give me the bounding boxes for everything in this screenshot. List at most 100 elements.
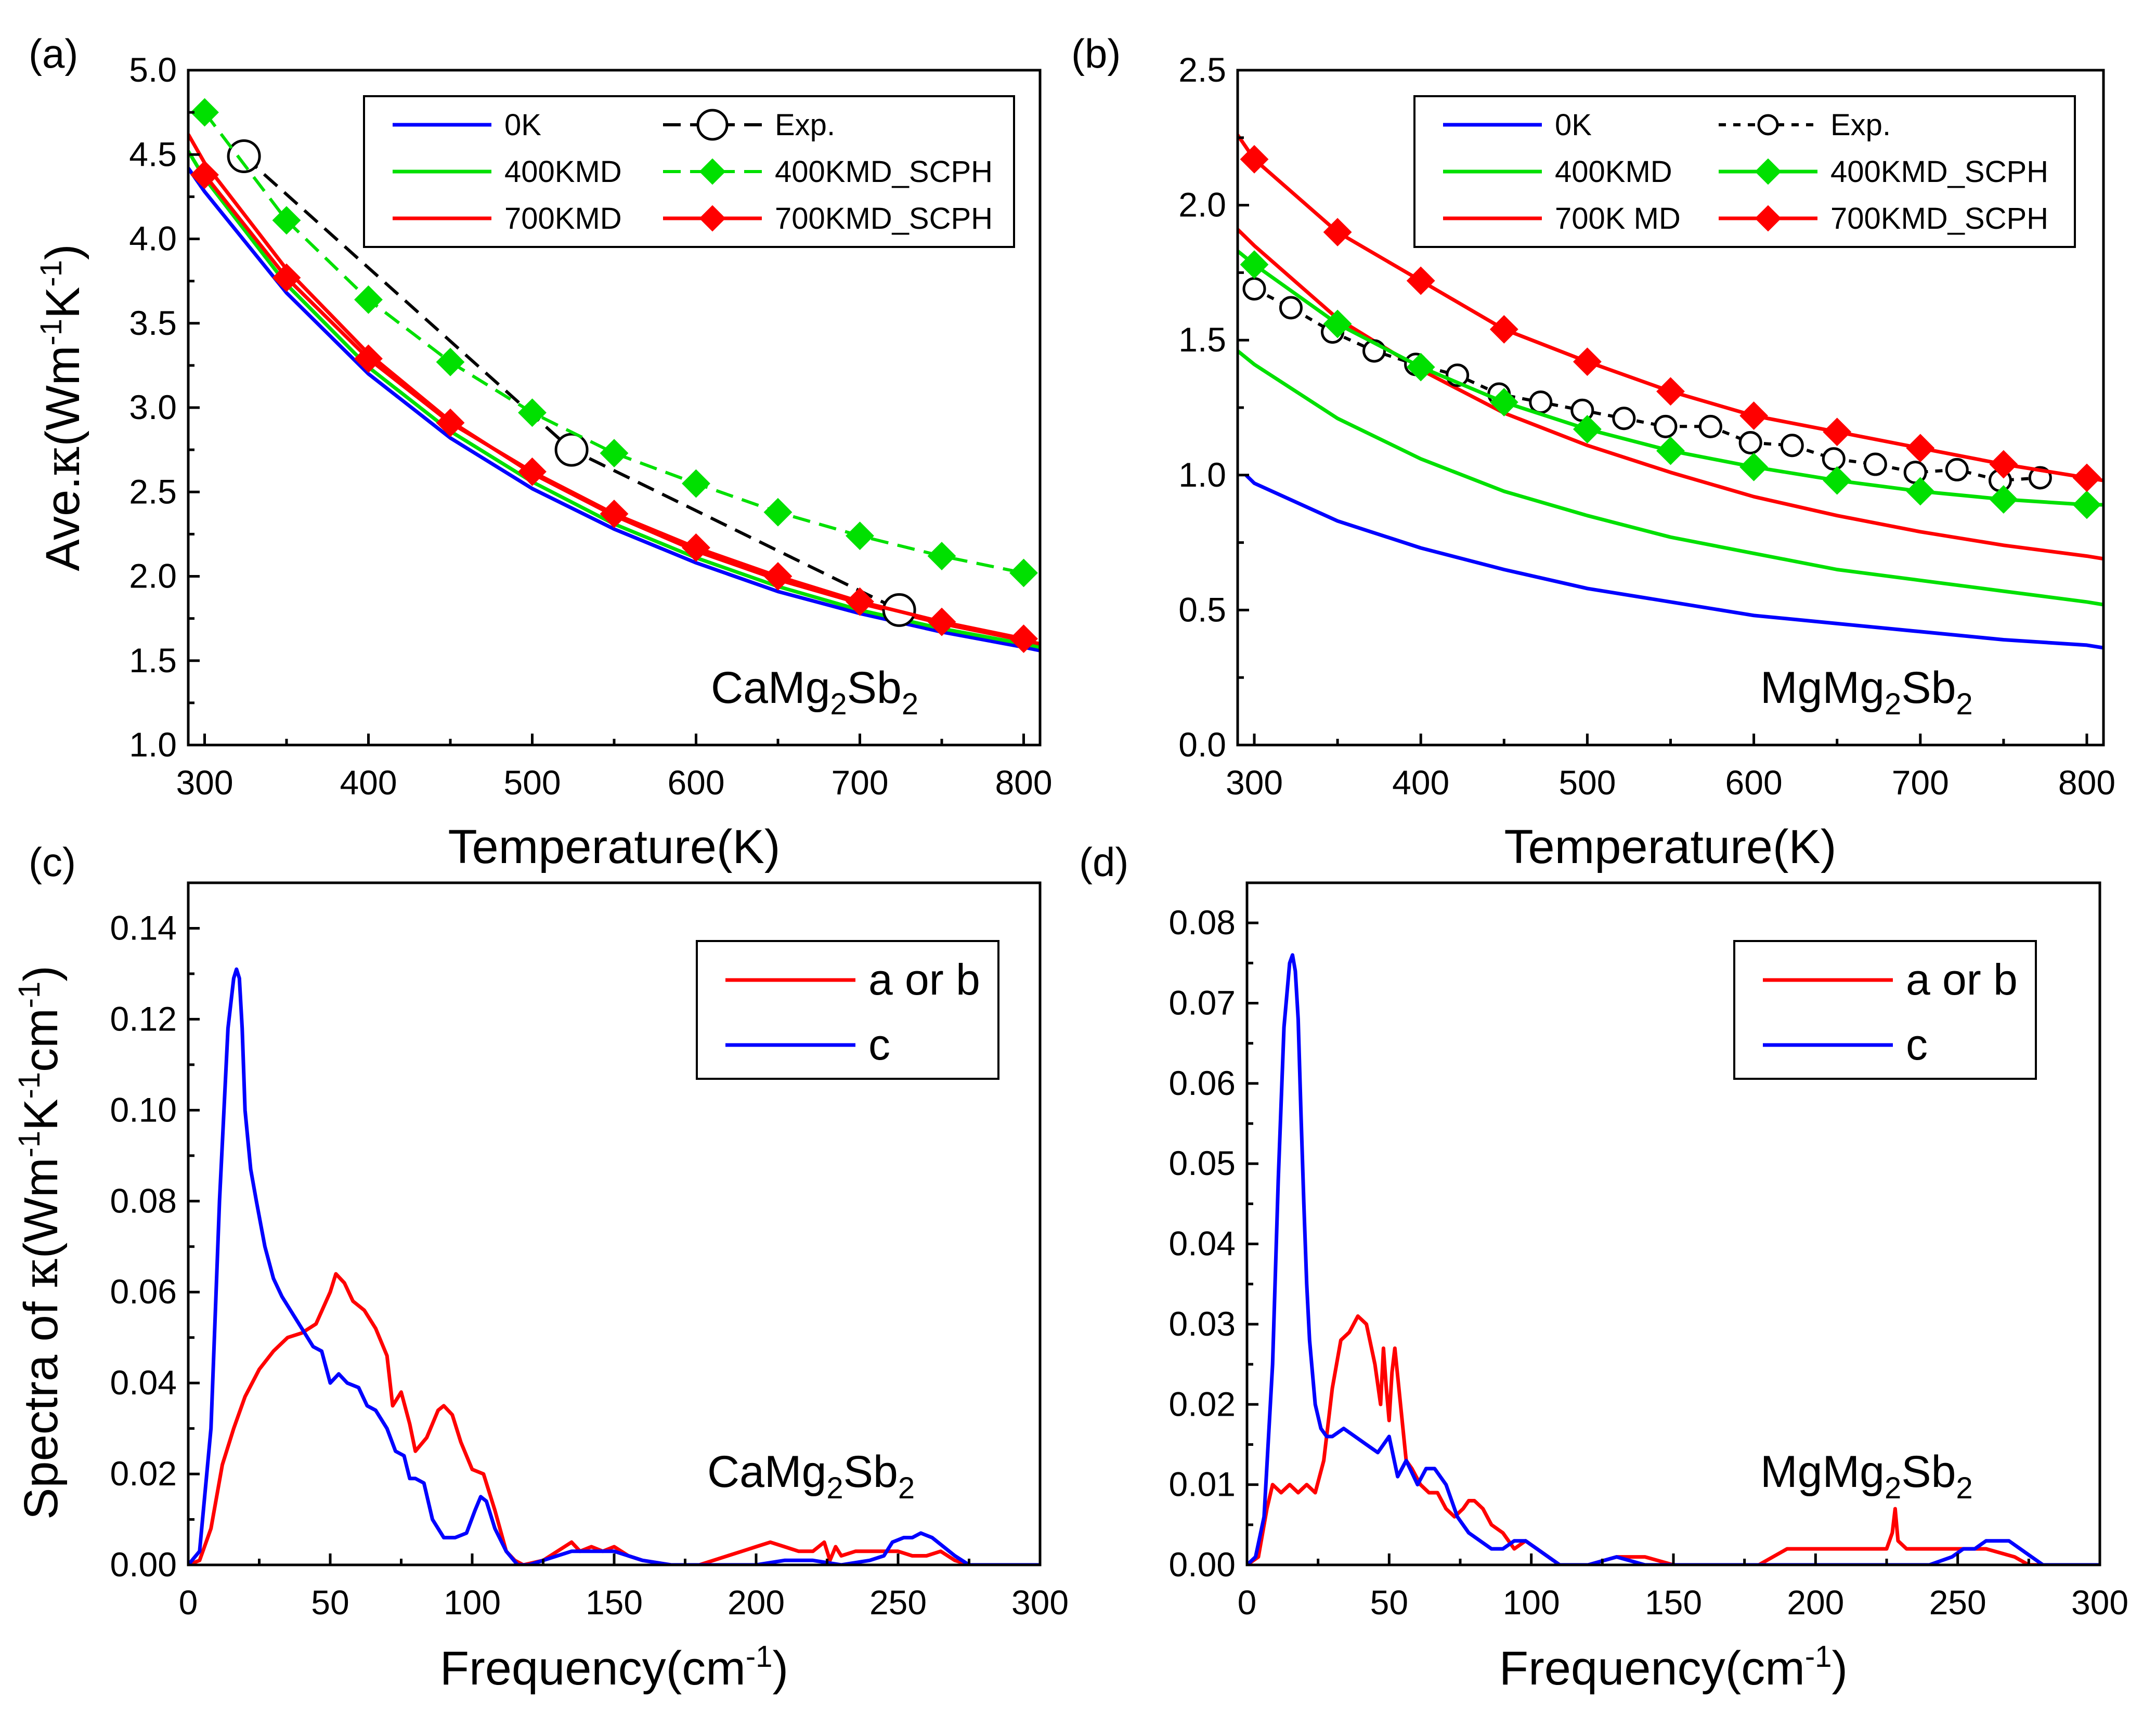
y-tick-label: 0.5	[1178, 590, 1226, 629]
data-point	[1863, 452, 1887, 476]
y-tick-label: 3.0	[129, 388, 177, 426]
data-point	[682, 469, 710, 498]
data-point	[1823, 417, 1852, 447]
legend-items: 0K Exp. 400KMD 400KMD_SCPH 700KMD 700KMD_SCPH	[393, 108, 993, 236]
x-tick-label: 200	[1787, 1583, 1844, 1622]
plot-area	[1247, 953, 2100, 1565]
data-point	[927, 542, 956, 570]
y-axis-title-units: (Wm	[36, 346, 89, 447]
series-line-c	[1247, 953, 2100, 1565]
compound-subscript: 2	[830, 687, 847, 721]
panel-label: (d)	[1079, 839, 1128, 885]
data-point	[354, 344, 383, 373]
plot-area	[1238, 134, 2103, 650]
data-point	[1240, 250, 1269, 279]
data-point	[1755, 158, 1782, 185]
data-point	[1989, 450, 2018, 479]
data-point	[354, 285, 383, 314]
x-tick-label: 250	[1929, 1583, 1986, 1622]
compound-subscript: 2	[1885, 687, 1901, 721]
series-line-a-or-b	[188, 1272, 1040, 1565]
y-tick-label: 2.5	[1178, 50, 1226, 89]
compound-subscript: 2	[898, 1471, 915, 1505]
data-point	[1822, 447, 1846, 471]
legend: a or b c	[696, 940, 999, 1080]
x-tick-label: 600	[667, 763, 724, 802]
data-point	[436, 408, 465, 437]
x-tick-label: 200	[728, 1583, 785, 1622]
data-point	[1323, 218, 1352, 246]
x-tick-label: 50	[1370, 1583, 1408, 1622]
legend-items: 0K Exp. 400KMD 400KMD_SCPH 700K MD 700KMD_SCP…	[1443, 108, 2048, 236]
y-tick-label: 2.5	[129, 472, 177, 511]
data-point	[1757, 114, 1779, 136]
legend-box	[696, 940, 999, 1080]
y-axis-title-k: K	[36, 287, 89, 319]
legend-label: a or b	[868, 955, 980, 1004]
y-axis-title-kappa: κ	[35, 447, 90, 477]
x-axis-title: Temperature(K)	[448, 820, 780, 873]
compound-part: Sb	[1901, 1447, 1956, 1497]
compound-part: CaMg	[707, 1447, 826, 1497]
compound-part: MgMg	[1760, 1447, 1885, 1497]
axis-ticks: 0 50 100 150 200 250 300 0.00 0.02 0.04 0.06 0.08 0.…	[110, 908, 1069, 1622]
legend: 0K Exp. 400KMD 400KMD_SCPH 700KMD 700KMD_SCPH	[363, 95, 1015, 248]
legend-items: a or b c	[1763, 955, 2018, 1069]
data-point	[600, 439, 629, 468]
y-tick-label: 0.07	[1169, 984, 1236, 1022]
y-axis-title-cm: cm	[15, 1008, 68, 1072]
data-point	[1906, 434, 1935, 463]
compound-subscript: 2	[1956, 687, 1972, 721]
data-point	[1739, 452, 1769, 481]
x-tick-label: 300	[1011, 1583, 1069, 1622]
panel-label: (c)	[29, 839, 76, 885]
x-axis-title-main: Frequency(cm	[440, 1642, 746, 1695]
data-point	[1823, 466, 1852, 495]
x-tick-label: 100	[1503, 1583, 1560, 1622]
axis-ticks: 0 50 100 150 200 250 300 0.00 0.01 0.02 0.03 0.04 0.…	[1169, 903, 2129, 1622]
series-line-a-or-b	[1247, 1314, 2100, 1565]
compound-label: CaMg2Sb2	[707, 1447, 915, 1505]
data-point	[1755, 205, 1782, 232]
data-point	[1654, 414, 1678, 438]
x-axis-title: Frequency(cm-1)	[440, 1640, 788, 1695]
data-point	[1529, 390, 1553, 414]
y-tick-label: 4.5	[129, 135, 177, 173]
x-axis-title-main: Frequency(cm	[1499, 1642, 1805, 1695]
y-tick-label: 0.12	[110, 999, 177, 1038]
data-point	[1945, 458, 1969, 481]
y-tick-label: 0.14	[110, 908, 177, 947]
y-tick-label: 0.06	[1169, 1064, 1236, 1102]
x-tick-label: 700	[1892, 763, 1949, 802]
y-axis-title-prefix: Ave.	[36, 476, 89, 571]
data-point	[696, 109, 729, 141]
x-tick-label: 400	[340, 763, 397, 802]
data-point	[1612, 407, 1636, 430]
y-axis-title-sup: -1	[34, 260, 68, 287]
axis-ticks: 300 400 500 600 700 800 1.0 1.5 2.0 2.5 3.0 3.5 4.0 4…	[129, 50, 1052, 802]
compound-part: CaMg	[711, 663, 830, 713]
y-tick-label: 0.04	[1169, 1224, 1236, 1263]
series-line-0k	[1244, 474, 2103, 650]
legend-label: 400KMD_SCPH	[775, 155, 993, 189]
legend: 0K Exp. 400KMD 400KMD_SCPH 700K MD 700KMD_SCP…	[1413, 95, 2076, 248]
y-axis-title-sup: -1	[12, 1072, 46, 1099]
data-point	[1738, 430, 1762, 454]
legend-label: 0K	[504, 108, 541, 142]
y-axis-title-sup: -1	[34, 319, 68, 346]
data-point	[227, 139, 261, 173]
data-point	[846, 521, 874, 551]
y-tick-label: 0.02	[110, 1454, 177, 1493]
x-tick-label: 500	[503, 763, 561, 802]
data-point	[2072, 463, 2101, 492]
plot-area	[188, 967, 1040, 1565]
y-tick-label: 3.5	[129, 304, 177, 342]
y-tick-label: 0.00	[1169, 1545, 1236, 1584]
compound-part: Sb	[847, 663, 902, 713]
y-tick-label: 0.10	[110, 1090, 177, 1129]
y-axis-title: Spectra of κ(Wm-1K-1cm-1)	[12, 965, 69, 1520]
data-point	[272, 263, 301, 292]
data-point	[1406, 266, 1435, 295]
x-axis-title-sup: -1	[746, 1640, 773, 1674]
data-point	[1656, 377, 1685, 406]
